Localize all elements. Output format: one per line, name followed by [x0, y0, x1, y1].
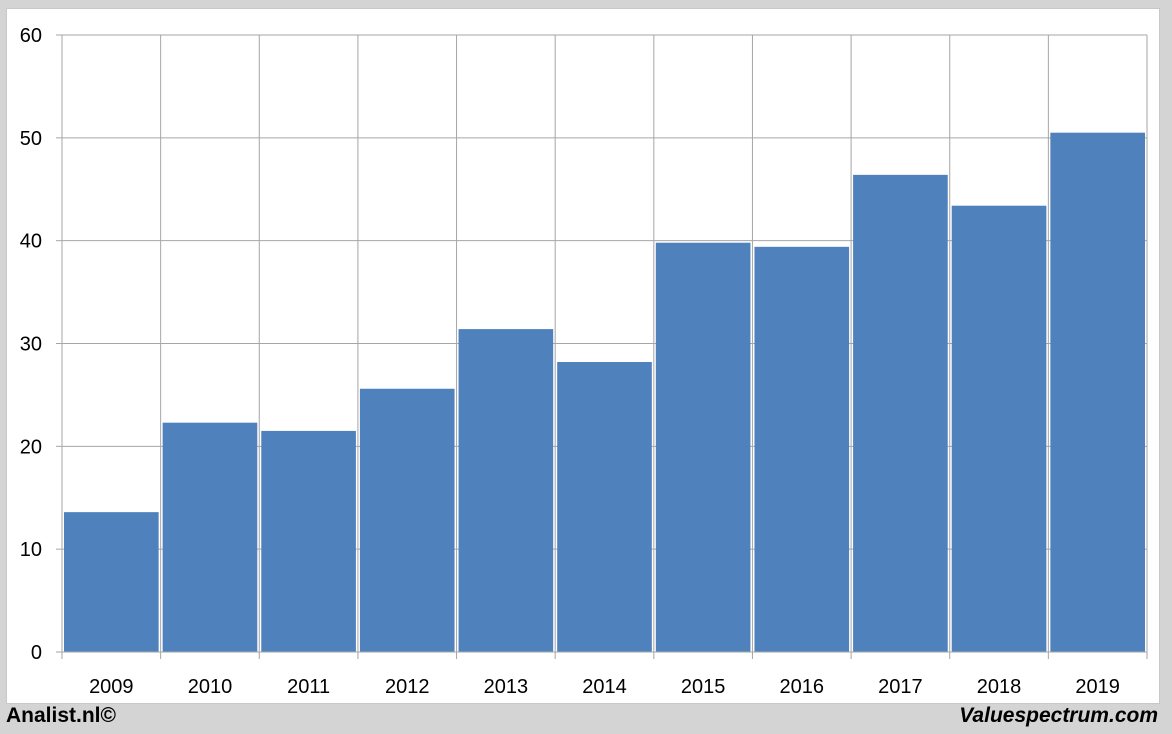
x-tick-label: 2017 [878, 676, 923, 698]
bar-2018 [951, 205, 1047, 652]
x-tick-label: 2010 [188, 676, 233, 698]
bar-2016 [754, 246, 850, 652]
y-tick-label: 60 [20, 25, 42, 47]
x-tick-label: 2016 [780, 676, 825, 698]
bar-2013 [458, 329, 554, 652]
x-tick-label: 2012 [385, 676, 430, 698]
bar-2014 [557, 362, 652, 652]
x-tick-label: 2011 [287, 676, 330, 698]
x-tick-label: 2013 [484, 676, 529, 698]
bar-2009 [64, 512, 159, 652]
y-tick-label: 20 [20, 436, 42, 458]
bar-2011 [261, 430, 356, 652]
x-tick-label: 2015 [681, 676, 726, 698]
x-tick-label: 2014 [582, 676, 627, 698]
bar-2019 [1050, 132, 1145, 653]
valuespectrum-credit: Valuespectrum.com [959, 704, 1158, 727]
x-tick-label: 2009 [89, 676, 134, 698]
y-tick-label: 0 [31, 642, 42, 664]
y-tick-label: 30 [20, 334, 42, 356]
bar-2012 [359, 388, 455, 652]
analist-credit: Analist.nl© [6, 704, 116, 727]
y-tick-label: 50 [20, 128, 42, 150]
bar-chart: 0 10 20 30 40 50 60 2009 2010 2011 2012 2013 2014 201… [20, 25, 1148, 698]
x-tick-label: 2019 [1075, 676, 1120, 698]
x-tick-label: 2018 [977, 676, 1022, 698]
bar-2010 [162, 422, 258, 652]
y-tick-label: 40 [20, 231, 42, 253]
bar-2017 [853, 174, 948, 652]
chart-frame: 0 10 20 30 40 50 60 2009 2010 2011 2012 2013 2014 201… [6, 8, 1160, 704]
bar-2015 [655, 242, 751, 652]
y-tick-label: 10 [20, 539, 42, 561]
